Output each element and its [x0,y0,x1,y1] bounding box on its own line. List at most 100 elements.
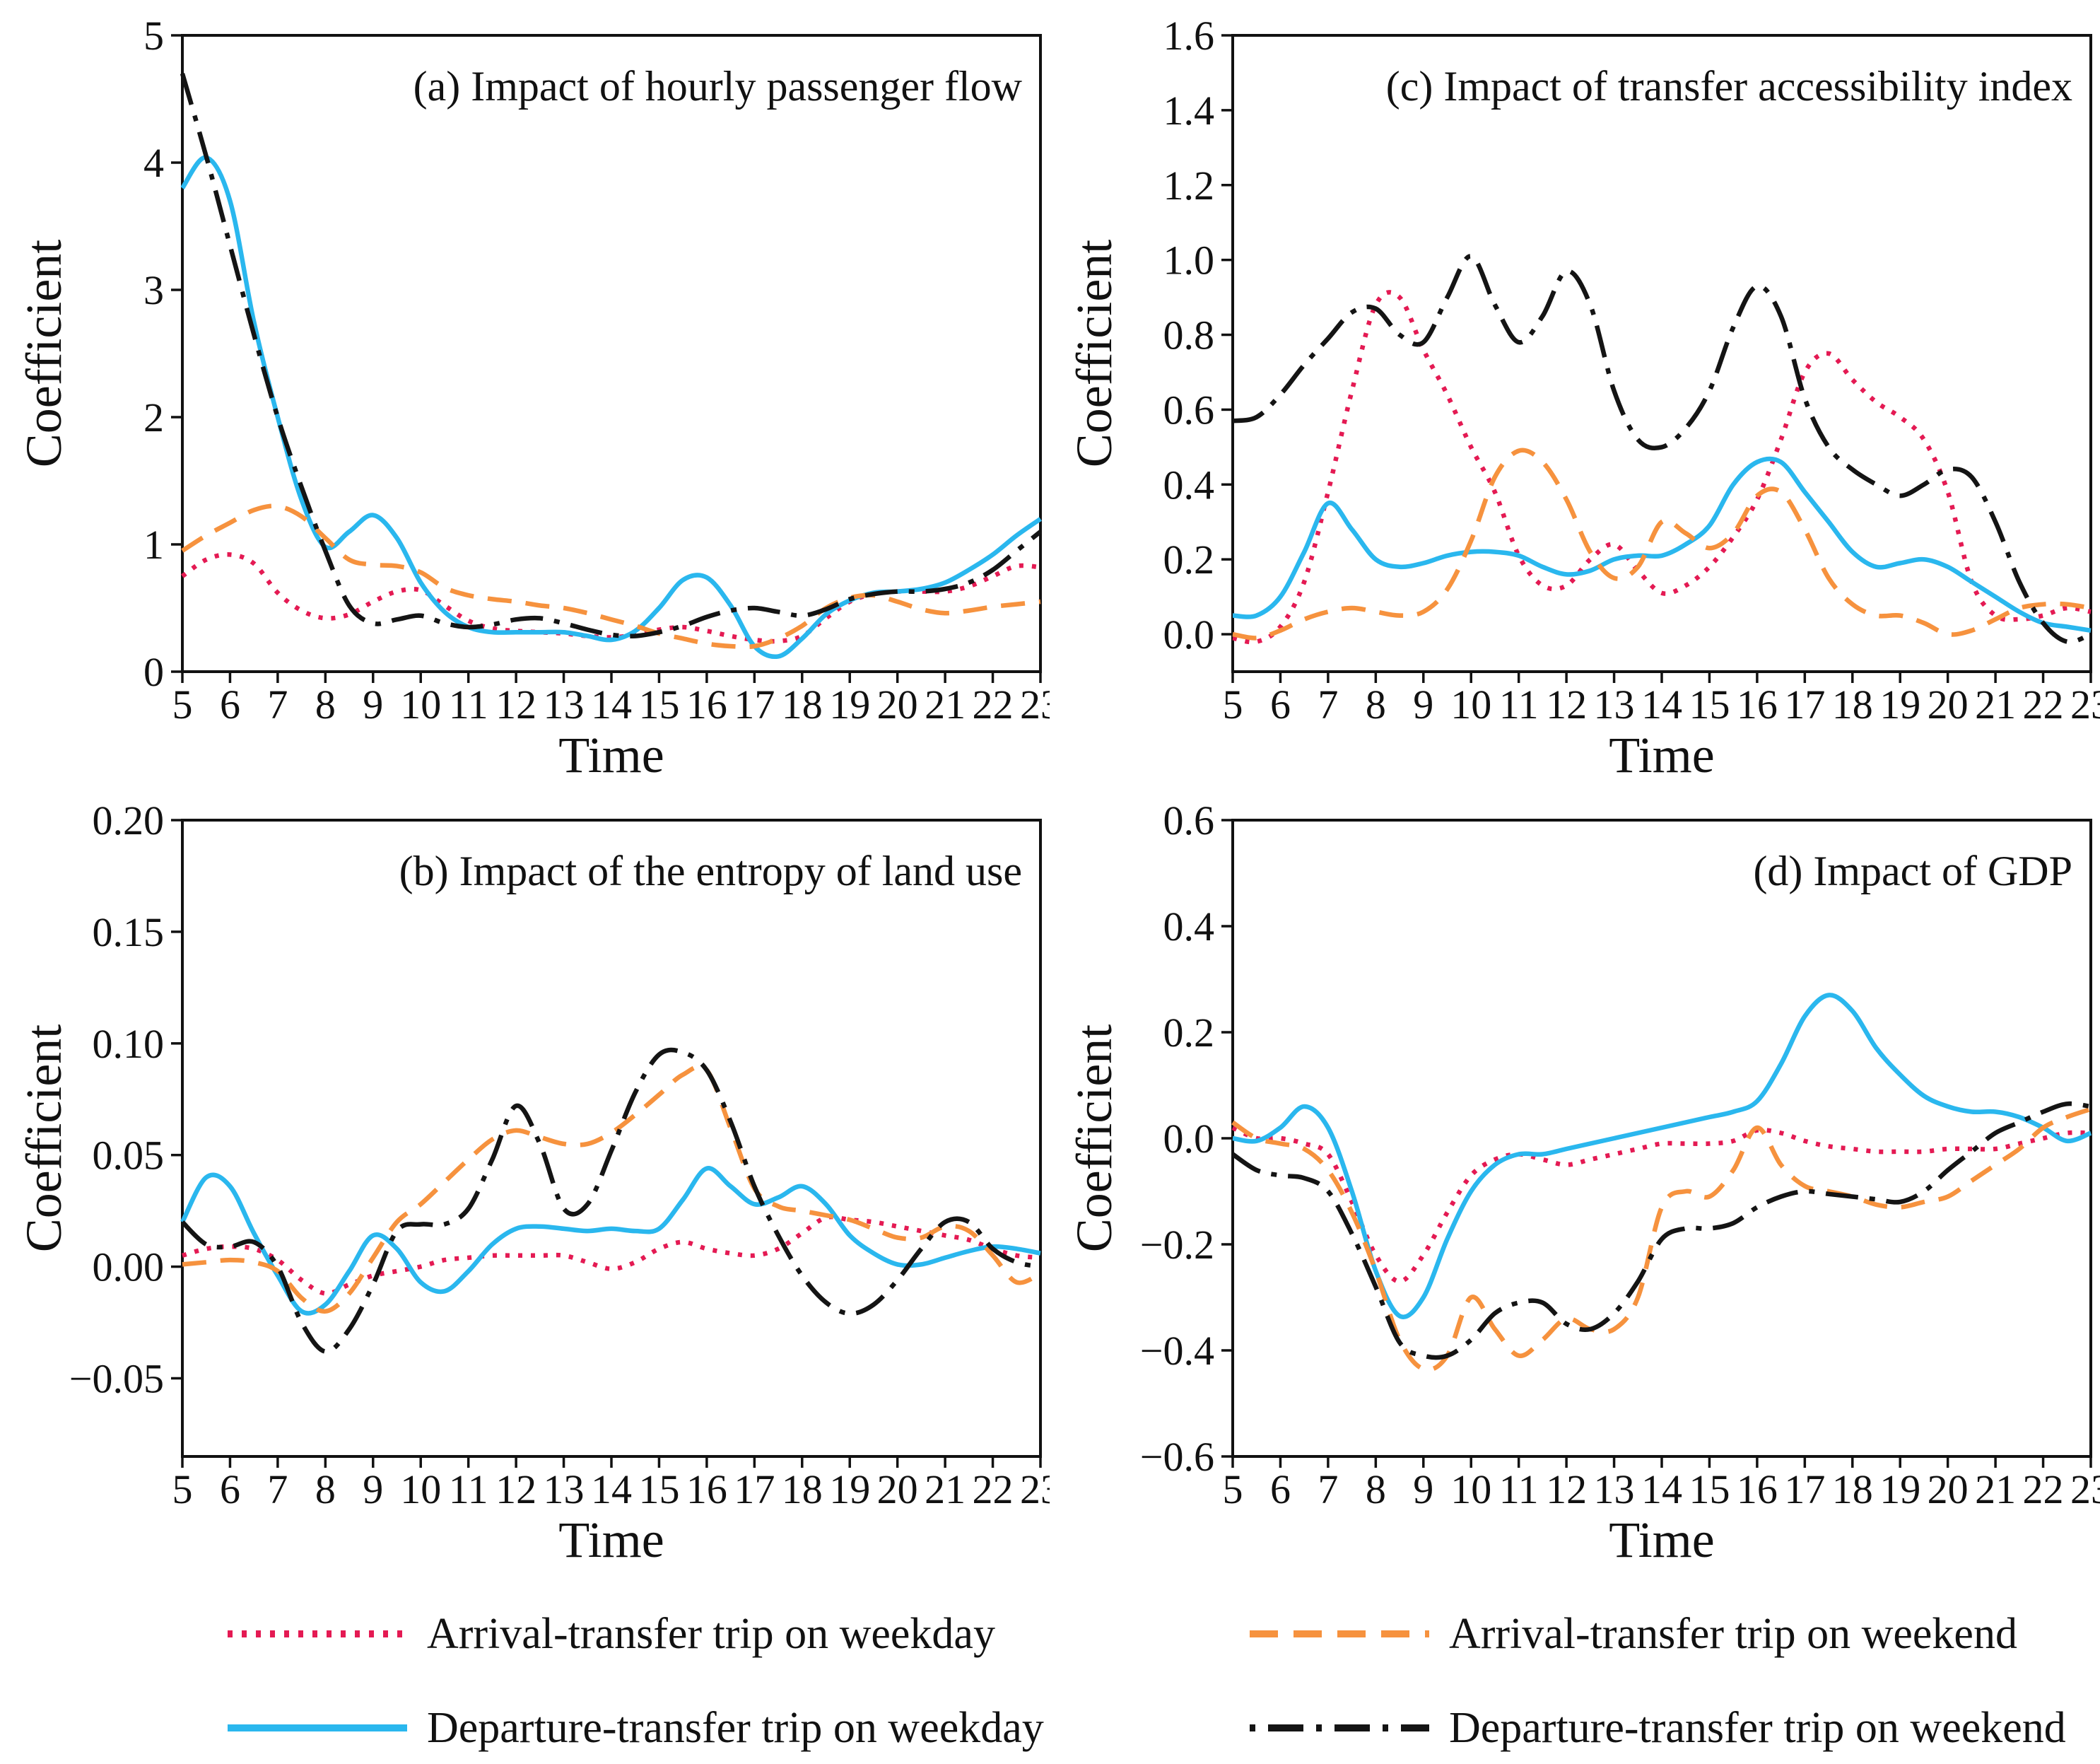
panel-hourly-passenger-flow: 567891011121314151617181920212223012345T… [0,0,1050,795]
svg-text:13: 13 [544,682,585,728]
svg-text:9: 9 [363,682,383,728]
svg-text:20: 20 [877,1466,918,1512]
svg-text:Time: Time [1609,1512,1714,1568]
svg-text:22: 22 [973,1466,1014,1512]
svg-text:Coefficient: Coefficient [1066,240,1122,468]
legend-item-departure-weekend: Departure-transfer trip on weekend [1247,1706,2066,1750]
svg-text:(c) Impact of transfer accessi: (c) Impact of transfer accessibility ind… [1386,63,2072,110]
svg-text:Coefficient: Coefficient [16,1024,72,1253]
legend-item-arrival-weekend: Arrival-transfer trip on weekend [1247,1612,2017,1656]
svg-text:19: 19 [829,1466,870,1512]
svg-text:19: 19 [1879,682,1920,728]
svg-text:0.6: 0.6 [1163,798,1215,843]
svg-text:5: 5 [1223,682,1243,728]
svg-text:15: 15 [1689,1466,1730,1512]
svg-text:0.2: 0.2 [1163,1010,1215,1056]
svg-text:14: 14 [591,682,632,728]
legend-label: Arrival-transfer trip on weekday [427,1610,995,1658]
svg-text:0.20: 0.20 [93,798,165,843]
svg-text:−0.05: −0.05 [69,1355,164,1401]
svg-text:1.6: 1.6 [1163,13,1215,59]
figure-legend: Arrival-transfer trip on weekday Departu… [0,1587,2100,1764]
svg-text:22: 22 [2023,682,2064,728]
svg-text:11: 11 [1499,682,1539,728]
svg-text:(b) Impact of the entropy of l: (b) Impact of the entropy of land use [399,848,1022,894]
svg-text:23: 23 [1020,1466,1050,1512]
svg-text:(a) Impact of hourly passenger: (a) Impact of hourly passenger flow [413,63,1023,110]
svg-text:13: 13 [1594,1466,1635,1512]
svg-text:21: 21 [925,682,966,728]
svg-text:0.10: 0.10 [93,1021,165,1067]
svg-text:13: 13 [1594,682,1635,728]
svg-text:Time: Time [558,1512,664,1568]
svg-text:8: 8 [315,682,336,728]
svg-text:9: 9 [1413,682,1433,728]
svg-text:22: 22 [973,682,1014,728]
svg-text:5: 5 [172,1466,193,1512]
svg-text:0.15: 0.15 [93,909,165,955]
svg-text:Time: Time [1609,727,1714,783]
svg-text:15: 15 [1689,682,1730,728]
svg-text:20: 20 [877,682,918,728]
svg-text:18: 18 [1832,1466,1873,1512]
svg-text:17: 17 [734,1466,775,1512]
svg-text:Time: Time [558,727,664,783]
svg-text:12: 12 [1546,1466,1587,1512]
svg-text:−0.4: −0.4 [1140,1328,1214,1374]
svg-text:0.4: 0.4 [1163,462,1215,508]
svg-text:10: 10 [400,682,441,728]
svg-text:1.0: 1.0 [1163,238,1215,284]
legend-line-swatch-dotted [228,1630,407,1637]
svg-text:0.05: 0.05 [93,1133,165,1179]
svg-text:12: 12 [1546,682,1587,728]
svg-text:3: 3 [143,267,164,313]
svg-text:14: 14 [1641,1466,1682,1512]
svg-text:7: 7 [267,1466,288,1512]
svg-text:11: 11 [449,682,488,728]
legend-label: Arrival-transfer trip on weekend [1449,1610,2017,1658]
svg-text:8: 8 [1366,1466,1386,1512]
svg-text:7: 7 [1318,682,1338,728]
svg-text:7: 7 [267,682,288,728]
svg-text:0.0: 0.0 [1163,612,1215,658]
svg-text:4: 4 [143,140,164,186]
svg-text:8: 8 [1366,682,1386,728]
svg-text:15: 15 [638,682,679,728]
legend-label: Departure-transfer trip on weekday [427,1704,1044,1752]
svg-text:16: 16 [686,682,727,728]
svg-text:0.00: 0.00 [93,1244,165,1290]
svg-text:14: 14 [591,1466,632,1512]
svg-text:0.0: 0.0 [1163,1116,1215,1162]
svg-text:11: 11 [449,1466,488,1512]
svg-text:−0.2: −0.2 [1140,1222,1214,1268]
svg-text:16: 16 [686,1466,727,1512]
svg-text:6: 6 [220,682,240,728]
svg-text:Coefficient: Coefficient [1066,1024,1122,1253]
svg-text:18: 18 [1832,682,1873,728]
svg-text:15: 15 [638,1466,679,1512]
svg-text:20: 20 [1928,682,1969,728]
svg-text:12: 12 [495,1466,536,1512]
svg-text:18: 18 [782,682,823,728]
svg-text:20: 20 [1928,1466,1969,1512]
svg-text:16: 16 [1737,682,1778,728]
legend-line-swatch-dashed [1250,1630,1429,1637]
svg-text:1: 1 [143,522,164,568]
svg-text:9: 9 [363,1466,383,1512]
svg-text:0.8: 0.8 [1163,313,1215,358]
svg-text:1.4: 1.4 [1163,88,1215,134]
legend-label: Departure-transfer trip on weekend [1449,1704,2066,1752]
svg-text:−0.6: −0.6 [1140,1434,1214,1480]
svg-text:17: 17 [1784,682,1825,728]
svg-text:7: 7 [1318,1466,1338,1512]
svg-text:1.2: 1.2 [1163,163,1215,209]
svg-text:23: 23 [1020,682,1050,728]
svg-text:2: 2 [143,395,164,440]
legend-line-swatch-solid [228,1724,407,1731]
svg-text:17: 17 [1784,1466,1825,1512]
svg-text:0.6: 0.6 [1163,387,1215,433]
svg-text:14: 14 [1641,682,1682,728]
svg-text:18: 18 [782,1466,823,1512]
